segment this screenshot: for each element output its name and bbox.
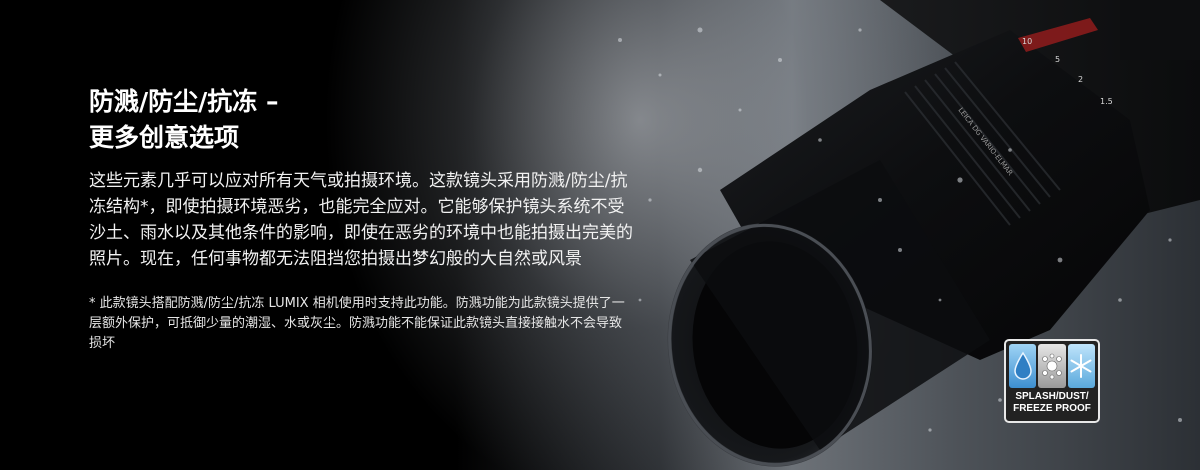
badge-label: SPLASH/DUST/ FREEZE PROOF xyxy=(1006,391,1098,415)
splash-dust-freeze-proof-badge: SPLASH/DUST/ FREEZE PROOF xyxy=(1004,339,1100,423)
feature-text: 防溅/防尘/抗冻 – 更多创意选项 这些元素几乎可以应对所有天气或拍摄环境。这款… xyxy=(89,84,649,354)
svg-text:1.5: 1.5 xyxy=(1100,97,1113,106)
water-drop-icon xyxy=(1009,344,1037,388)
headline-line-1: 防溅/防尘/抗冻 – xyxy=(89,87,279,116)
badge-icons xyxy=(1009,344,1095,388)
feature-headline: 防溅/防尘/抗冻 – 更多创意选项 xyxy=(89,84,649,156)
svg-text:10: 10 xyxy=(1022,37,1032,46)
svg-text:5: 5 xyxy=(1055,55,1060,64)
dust-icon xyxy=(1038,344,1066,388)
headline-line-2: 更多创意选项 xyxy=(89,123,240,152)
badge-label-line-1: SPLASH/DUST/ xyxy=(1015,391,1089,402)
feature-footnote: * 此款镜头搭配防溅/防尘/抗冻 LUMIX 相机使用时支持此功能。防溅功能为此… xyxy=(89,296,625,351)
badge-label-line-2: FREEZE PROOF xyxy=(1013,403,1091,414)
svg-text:2: 2 xyxy=(1078,75,1083,84)
feature-description: 这些元素几乎可以应对所有天气或拍摄环境。这款镜头采用防溅/防尘/抗冻结构*，即使… xyxy=(89,171,633,269)
snowflake-icon xyxy=(1067,344,1095,388)
